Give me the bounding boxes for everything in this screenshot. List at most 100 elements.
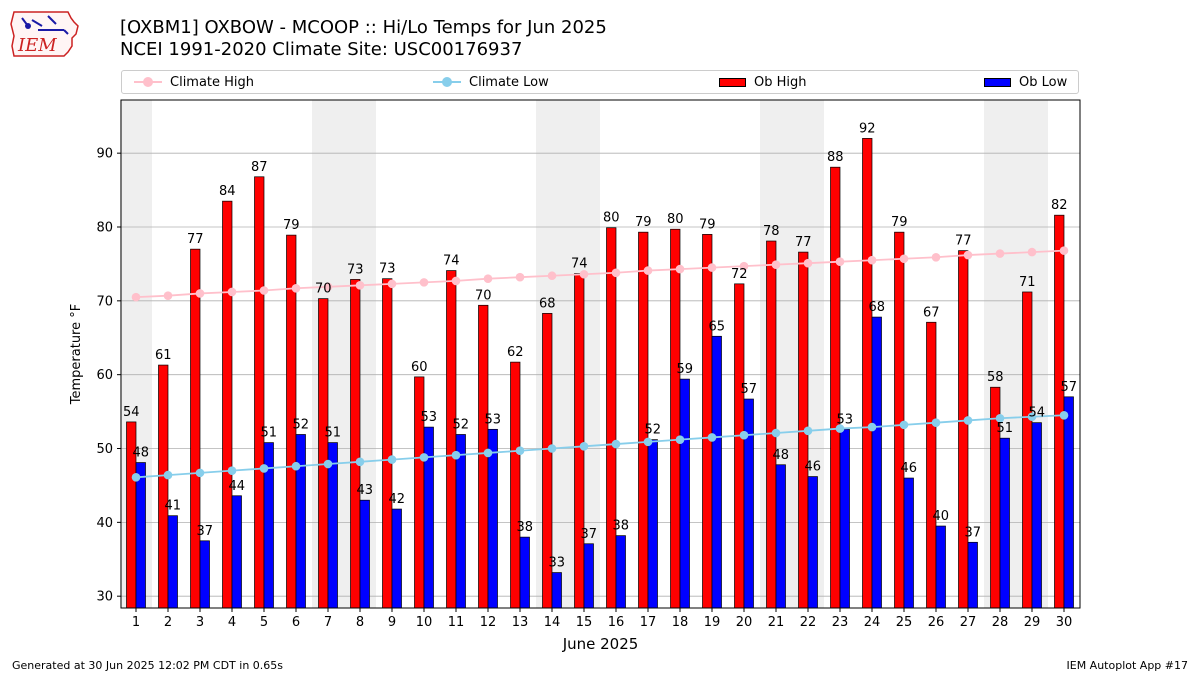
climate-low-point	[995, 413, 1005, 423]
ob-high-label: 82	[1051, 198, 1068, 213]
climate-high-point	[515, 272, 525, 282]
ob-high-label: 79	[635, 215, 652, 230]
ob-low-bar	[711, 335, 722, 609]
x-tick-label: 30	[1056, 615, 1073, 630]
ob-low-bar	[615, 535, 626, 609]
climate-high-point	[707, 263, 717, 272]
climate-low-point	[227, 466, 237, 475]
ob-low-bar	[455, 434, 466, 609]
ob-high-label: 74	[443, 254, 460, 269]
ob-low-label: 57	[1060, 380, 1077, 395]
climate-low-point	[323, 459, 333, 469]
climate-high-point	[739, 261, 749, 271]
x-tick-label: 21	[768, 615, 785, 630]
legend-item-climate-high: Climate High	[134, 71, 254, 93]
climate-low-point	[739, 430, 749, 440]
climate-low-point	[451, 450, 461, 460]
climate-low-point	[963, 416, 973, 425]
y-axis-title: Temperature °F	[69, 304, 84, 405]
ob-low-label: 40	[932, 509, 949, 524]
ob-low-bar	[807, 476, 818, 609]
legend-item-ob-low: Ob Low	[984, 71, 1067, 93]
generated-footer: Generated at 30 Jun 2025 12:02 PM CDT in…	[12, 659, 284, 672]
climate-high-point	[835, 257, 845, 267]
ob-high-label: 77	[955, 234, 972, 249]
ob-low-label: 48	[772, 448, 789, 463]
ob-low-label: 46	[900, 461, 917, 476]
ob-low-label: 38	[516, 520, 533, 535]
climate-high-point	[675, 264, 685, 274]
ob-high-label: 79	[283, 218, 300, 233]
ob-high-label: 67	[923, 305, 940, 320]
climate-high-point	[899, 254, 909, 264]
ob-high-bar	[926, 321, 937, 609]
ob-high-bar	[350, 279, 361, 609]
ob-low-label: 52	[452, 417, 469, 432]
ob-high-label: 80	[667, 212, 684, 227]
x-tick-label: 26	[928, 615, 945, 630]
climate-high-point	[419, 278, 429, 287]
climate-low-point	[771, 428, 781, 438]
x-tick-label: 15	[576, 615, 593, 630]
ob-low-label: 57	[740, 382, 757, 397]
legend-item-ob-high: Ob High	[719, 71, 807, 93]
ob-high-label: 80	[603, 211, 620, 226]
ob-low-label: 65	[708, 319, 725, 334]
ob-low-label: 38	[612, 519, 629, 534]
legend-item-climate-low: Climate Low	[433, 71, 549, 93]
ob-high-label: 87	[251, 160, 268, 175]
plot-frame	[120, 99, 1081, 609]
climate-low-point	[131, 473, 141, 482]
x-tick-label: 3	[196, 615, 204, 630]
ob-high-bar	[606, 227, 617, 609]
ob-low-bar	[935, 525, 946, 609]
ob-low-label: 48	[132, 446, 149, 461]
ob-low-label: 53	[836, 412, 853, 427]
ob-high-label: 58	[987, 370, 1004, 385]
climate-high-point	[451, 276, 461, 286]
x-tick-label: 29	[1024, 615, 1041, 630]
y-tick-label: 30	[96, 590, 113, 605]
ob-high-label: 71	[1019, 275, 1036, 290]
climate-low-point	[899, 420, 909, 430]
ob-high-label: 77	[795, 235, 812, 250]
ob-low-label: 51	[324, 426, 341, 441]
climate-low-point	[579, 441, 589, 451]
iem-logo: IEM	[10, 11, 79, 57]
ob-low-bar	[583, 543, 594, 609]
y-tick-label: 40	[96, 516, 113, 531]
ob-low-label: 42	[388, 492, 405, 507]
x-tick-label: 2	[164, 615, 172, 630]
climate-high-point	[1059, 246, 1069, 255]
ob-high-bar	[254, 176, 265, 609]
ob-high-bar	[574, 273, 585, 609]
climate-high-point	[259, 286, 269, 295]
x-tick-label: 11	[448, 615, 465, 630]
ob-low-bar	[839, 428, 850, 609]
ob-low-label: 68	[868, 300, 885, 315]
ob-high-bar	[1022, 291, 1033, 609]
ob-low-label: 59	[676, 362, 693, 377]
climate-high-point	[323, 282, 333, 292]
ob-low-bar	[135, 462, 146, 609]
climate-high-point	[387, 279, 397, 289]
climate-high-line	[135, 249, 1065, 299]
ob-low-bar	[999, 437, 1010, 609]
x-tick-label: 25	[896, 615, 913, 630]
climate-high-point	[803, 258, 813, 268]
ob-high-bar	[222, 200, 233, 609]
climate-high-point	[963, 250, 973, 260]
ob-high-label: 70	[315, 282, 332, 297]
ob-high-bar	[958, 250, 969, 609]
ob-low-bar	[295, 434, 306, 609]
ob-low-bar	[551, 572, 562, 609]
climate-low-point	[547, 444, 557, 453]
ob-high-label: 78	[763, 224, 780, 239]
ob-high-bar	[190, 248, 201, 609]
x-tick-label: 17	[640, 615, 657, 630]
climate-high-point	[195, 289, 205, 298]
ob-high-label: 62	[507, 345, 524, 360]
ob-low-bar	[519, 536, 530, 609]
ob-high-label: 54	[123, 405, 140, 420]
climate-low-point	[707, 433, 717, 442]
